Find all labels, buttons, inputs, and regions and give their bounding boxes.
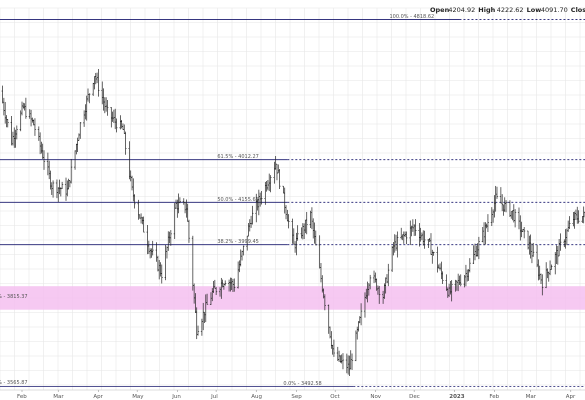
x-tick-label: Jul [210, 394, 218, 400]
support-zone-band [0, 286, 585, 310]
ohlc-value: 4222.62 [497, 6, 524, 14]
ohlc-key: Open [430, 6, 450, 14]
fib-level-label: 61.5% - 4012.27 [217, 154, 259, 160]
fibonacci-levels: 100.0% - 4818.62 61.5% - 4012.27 50.0% - 4… [0, 14, 585, 387]
fib-level-label: 50.0% - 4155.66 [217, 197, 259, 203]
x-tick-label: 2023 [449, 394, 464, 400]
x-tick-label: Apr [93, 394, 103, 400]
x-tick-label: Oct [330, 394, 340, 400]
ohlc-key: Close [571, 6, 585, 14]
ohlc-key: Low [527, 6, 542, 14]
fib-level-label: 0.0% - 3492.58 [283, 381, 321, 387]
x-tick-label: Mar [53, 394, 64, 400]
fib-level-label: 38.2% - 3999.45 [217, 239, 259, 245]
x-tick-label: Sep [291, 394, 302, 400]
x-tick-label: Jun [171, 394, 181, 400]
x-axis: Feb Mar Apr May Jun Jul Aug Sep Oct Nov Dec 2023 Feb… [0, 389, 585, 400]
ohlc-key: High [478, 6, 495, 14]
support-zone [0, 286, 585, 310]
ohlc-header: Open4204.92High4222.62Low4091.70Close429… [430, 6, 585, 14]
x-tick-label: Apr [566, 394, 576, 400]
x-tick-label: Dec [409, 394, 420, 400]
ohlc-value: 4204.92 [448, 6, 475, 14]
x-tick-label: May [132, 394, 144, 400]
x-tick-label: Nov [370, 394, 381, 400]
x-tick-label: Mar [526, 394, 537, 400]
x-tick-label: Feb [489, 394, 499, 400]
edge-level-label: 1% - 3815.37 [0, 294, 28, 300]
x-tick-label: Aug [251, 394, 262, 400]
grid [0, 7, 585, 390]
fib-level-label: 100.0% - 4818.62 [389, 14, 434, 20]
x-tick-label: Feb [17, 394, 27, 400]
edge-level-label: 1% - 3565.87 [0, 380, 28, 386]
ohlc-value: 4091.70 [541, 6, 568, 14]
price-bars [1, 68, 585, 377]
